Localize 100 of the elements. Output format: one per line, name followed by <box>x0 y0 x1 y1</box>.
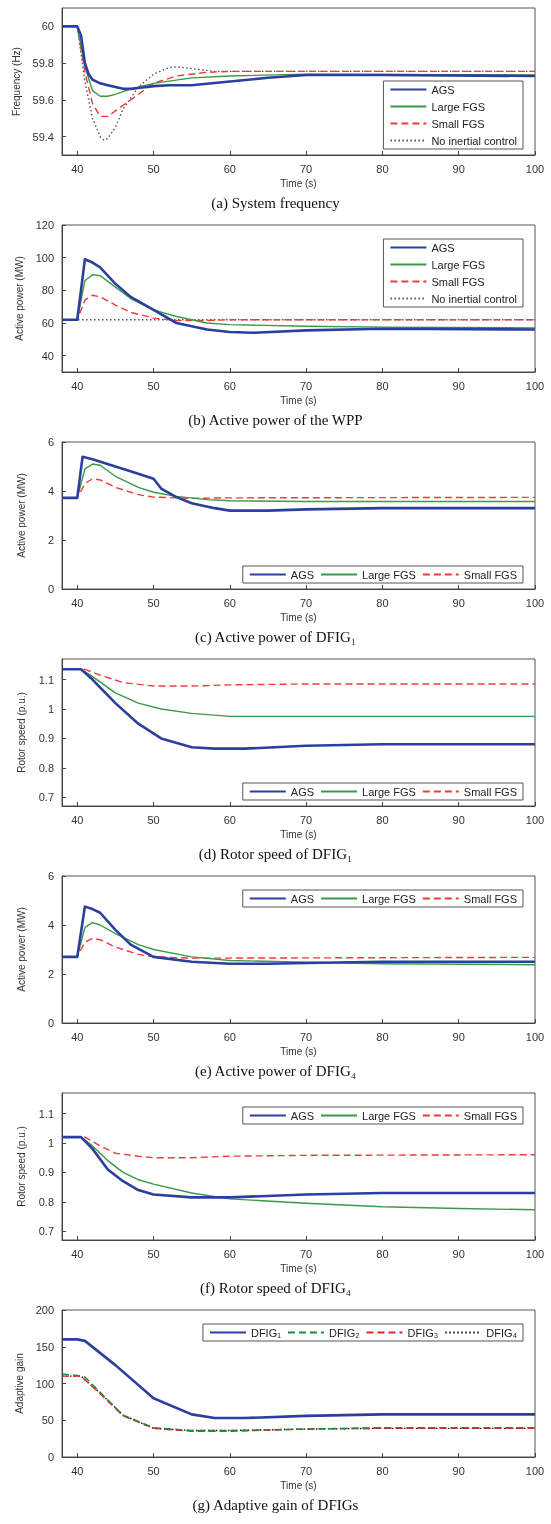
x-tick-label: 50 <box>147 596 160 609</box>
legend-label: Large FGS <box>362 568 416 581</box>
y-tick-label: 1.1 <box>38 673 54 686</box>
legend-label: Large FGS <box>431 100 486 113</box>
x-tick-label: 80 <box>376 1247 389 1260</box>
y-axis-title: Active power (MW) <box>15 907 27 992</box>
y-tick-label: 0.7 <box>38 1225 54 1238</box>
y-tick-label: 150 <box>35 1340 54 1353</box>
x-tick-label: 60 <box>223 596 236 609</box>
x-tick-label: 100 <box>525 1247 545 1260</box>
legend-label: Small FGS <box>463 892 518 905</box>
y-tick-label: 4 <box>47 919 54 931</box>
x-tick-label: 40 <box>71 162 84 175</box>
x-tick-label: 80 <box>376 162 389 175</box>
legend-label: Large FGS <box>362 892 416 905</box>
x-tick-label: 70 <box>300 596 313 609</box>
x-tick-label: 90 <box>452 813 465 826</box>
text: (e) Active power of DFIG₄ <box>194 1062 357 1080</box>
y-tick-label: 0.9 <box>38 732 54 745</box>
legend-label: No inertial control <box>431 134 517 147</box>
x-tick-label: 100 <box>525 379 545 392</box>
y-tick-label: 100 <box>35 251 54 264</box>
y-tick-label: 200 <box>35 1304 54 1316</box>
line-series <box>60 1338 537 1420</box>
x-tick-label: 60 <box>223 1247 236 1260</box>
y-tick-label: 40 <box>41 349 54 362</box>
y-tick-label: 80 <box>41 284 54 297</box>
x-axis-title: Time (s) <box>280 178 317 190</box>
y-axis-title: Active power (MW) <box>15 473 27 558</box>
y-tick-label: 59.4 <box>32 130 54 143</box>
legend-label: Small FGS <box>431 117 485 130</box>
y-tick-label: 6 <box>47 870 54 882</box>
x-tick-label: 50 <box>147 813 160 826</box>
line-series <box>60 1135 537 1199</box>
x-axis-title: Time (s) <box>280 1480 317 1492</box>
x-axis-title: Time (s) <box>280 1046 317 1058</box>
x-axis-title: Time (s) <box>280 1263 317 1275</box>
text: (d) Rotor speed of DFIG₁ <box>198 845 353 863</box>
x-tick-label: 40 <box>71 1247 84 1260</box>
y-tick-label: 59.8 <box>32 57 54 70</box>
x-axis-title: Time (s) <box>280 829 317 841</box>
line-series <box>60 455 537 512</box>
y-tick-label: 0 <box>47 1017 54 1029</box>
x-tick-label: 70 <box>300 813 313 826</box>
x-tick-label: 80 <box>376 1464 389 1477</box>
x-tick-label: 100 <box>525 813 545 826</box>
legend-label: DFIG₃ <box>407 1326 439 1339</box>
x-tick-label: 90 <box>452 1030 465 1043</box>
y-tick-label: 1 <box>47 702 54 715</box>
y-tick-label: 6 <box>47 436 54 448</box>
x-axis-title: Time (s) <box>280 395 317 407</box>
x-tick-label: 100 <box>525 1030 545 1043</box>
x-tick-label: 50 <box>147 1247 160 1260</box>
y-tick-label: 0.8 <box>38 761 54 774</box>
y-axis-title: Rotor speed (p.u.) <box>15 692 27 773</box>
legend-label: DFIG₄ <box>486 1326 518 1339</box>
x-tick-label: 70 <box>300 1247 313 1260</box>
x-tick-label: 70 <box>300 162 313 175</box>
legend-label: Small FGS <box>431 275 485 288</box>
x-tick-label: 90 <box>452 379 465 392</box>
x-tick-label: 80 <box>376 379 389 392</box>
x-tick-label: 40 <box>71 379 84 392</box>
y-tick-label: 100 <box>35 1377 54 1390</box>
y-tick-label: 50 <box>41 1414 54 1427</box>
y-tick-label: 0 <box>47 1451 54 1463</box>
x-tick-label: 70 <box>300 379 313 392</box>
x-tick-label: 40 <box>71 813 84 826</box>
y-tick-label: 2 <box>47 968 54 980</box>
y-tick-label: 0.9 <box>38 1166 54 1179</box>
y-tick-label: 0 <box>47 583 54 595</box>
legend-label: No inertial control <box>431 292 517 305</box>
x-tick-label: 40 <box>71 1464 84 1477</box>
x-tick-label: 40 <box>71 1030 84 1043</box>
x-tick-label: 50 <box>147 162 160 175</box>
legend-label: Small FGS <box>463 568 518 581</box>
x-tick-label: 90 <box>452 1247 465 1260</box>
x-tick-label: 50 <box>147 1464 160 1477</box>
y-tick-label: 120 <box>35 219 54 231</box>
x-tick-label: 60 <box>223 813 236 826</box>
x-tick-label: 100 <box>525 162 545 175</box>
legend-label: Small FGS <box>463 785 518 798</box>
text: (a) System frequency <box>211 194 341 212</box>
y-tick-label: 1.1 <box>38 1107 54 1120</box>
legend-label: AGS <box>290 892 315 905</box>
text: (b) Active power of the WPP <box>188 411 363 429</box>
x-tick-label: 70 <box>300 1464 313 1477</box>
x-tick-label: 80 <box>376 596 389 609</box>
x-tick-label: 80 <box>376 813 389 826</box>
legend-label: Large FGS <box>362 785 416 798</box>
text: (g) Adaptive gain of DFIGs <box>192 1496 359 1514</box>
x-tick-label: 90 <box>452 1464 465 1477</box>
x-axis-title: Time (s) <box>280 612 317 624</box>
x-tick-label: 50 <box>147 379 160 392</box>
x-tick-label: 90 <box>452 162 465 175</box>
x-tick-label: 70 <box>300 1030 313 1043</box>
y-tick-label: 0.7 <box>38 791 54 804</box>
y-axis-title: Adaptive gain <box>14 1353 26 1414</box>
legend-label: Large FGS <box>362 1109 416 1122</box>
y-axis-title: Frequency (Hz) <box>11 47 23 116</box>
y-tick-label: 4 <box>47 485 54 497</box>
